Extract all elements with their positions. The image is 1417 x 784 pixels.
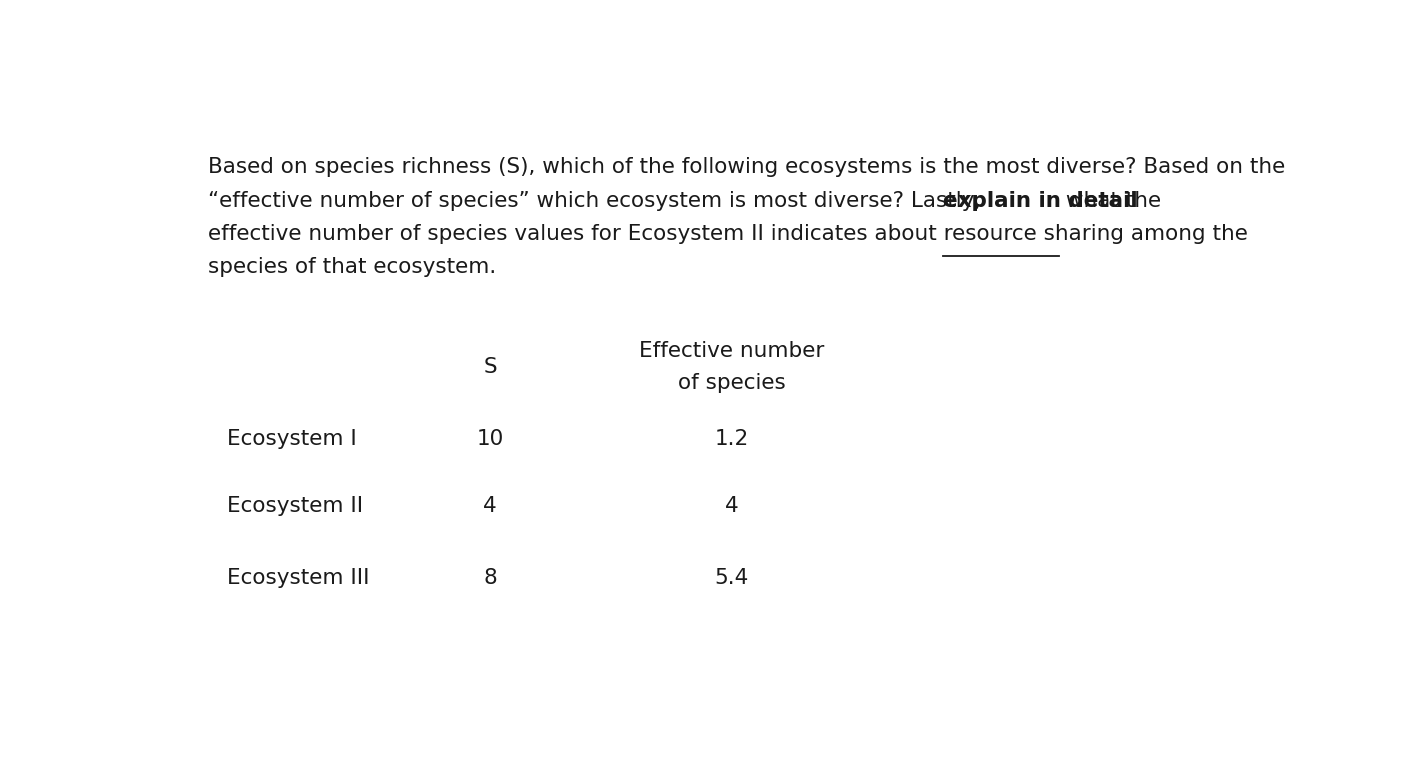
Text: Ecosystem I: Ecosystem I	[227, 430, 356, 449]
Text: 1.2: 1.2	[714, 430, 748, 449]
Text: 8: 8	[483, 568, 497, 588]
Text: “effective number of species” which ecosystem is most diverse? Lastly,: “effective number of species” which ecos…	[208, 191, 988, 211]
Text: 5.4: 5.4	[714, 568, 750, 588]
Text: 4: 4	[483, 495, 497, 516]
Text: S: S	[483, 357, 497, 377]
Text: Ecosystem II: Ecosystem II	[227, 495, 363, 516]
Text: 4: 4	[726, 495, 738, 516]
Text: Effective number: Effective number	[639, 340, 825, 361]
Text: effective number of species values for Ecosystem II indicates about resource sha: effective number of species values for E…	[208, 224, 1248, 244]
Text: explain in detail: explain in detail	[942, 191, 1138, 211]
Text: of species: of species	[677, 372, 785, 393]
Text: Based on species richness (S), which of the following ecosystems is the most div: Based on species richness (S), which of …	[208, 158, 1285, 177]
Text: what the: what the	[1058, 191, 1161, 211]
Text: Ecosystem III: Ecosystem III	[227, 568, 368, 588]
Text: 10: 10	[476, 430, 503, 449]
Text: species of that ecosystem.: species of that ecosystem.	[208, 257, 496, 277]
